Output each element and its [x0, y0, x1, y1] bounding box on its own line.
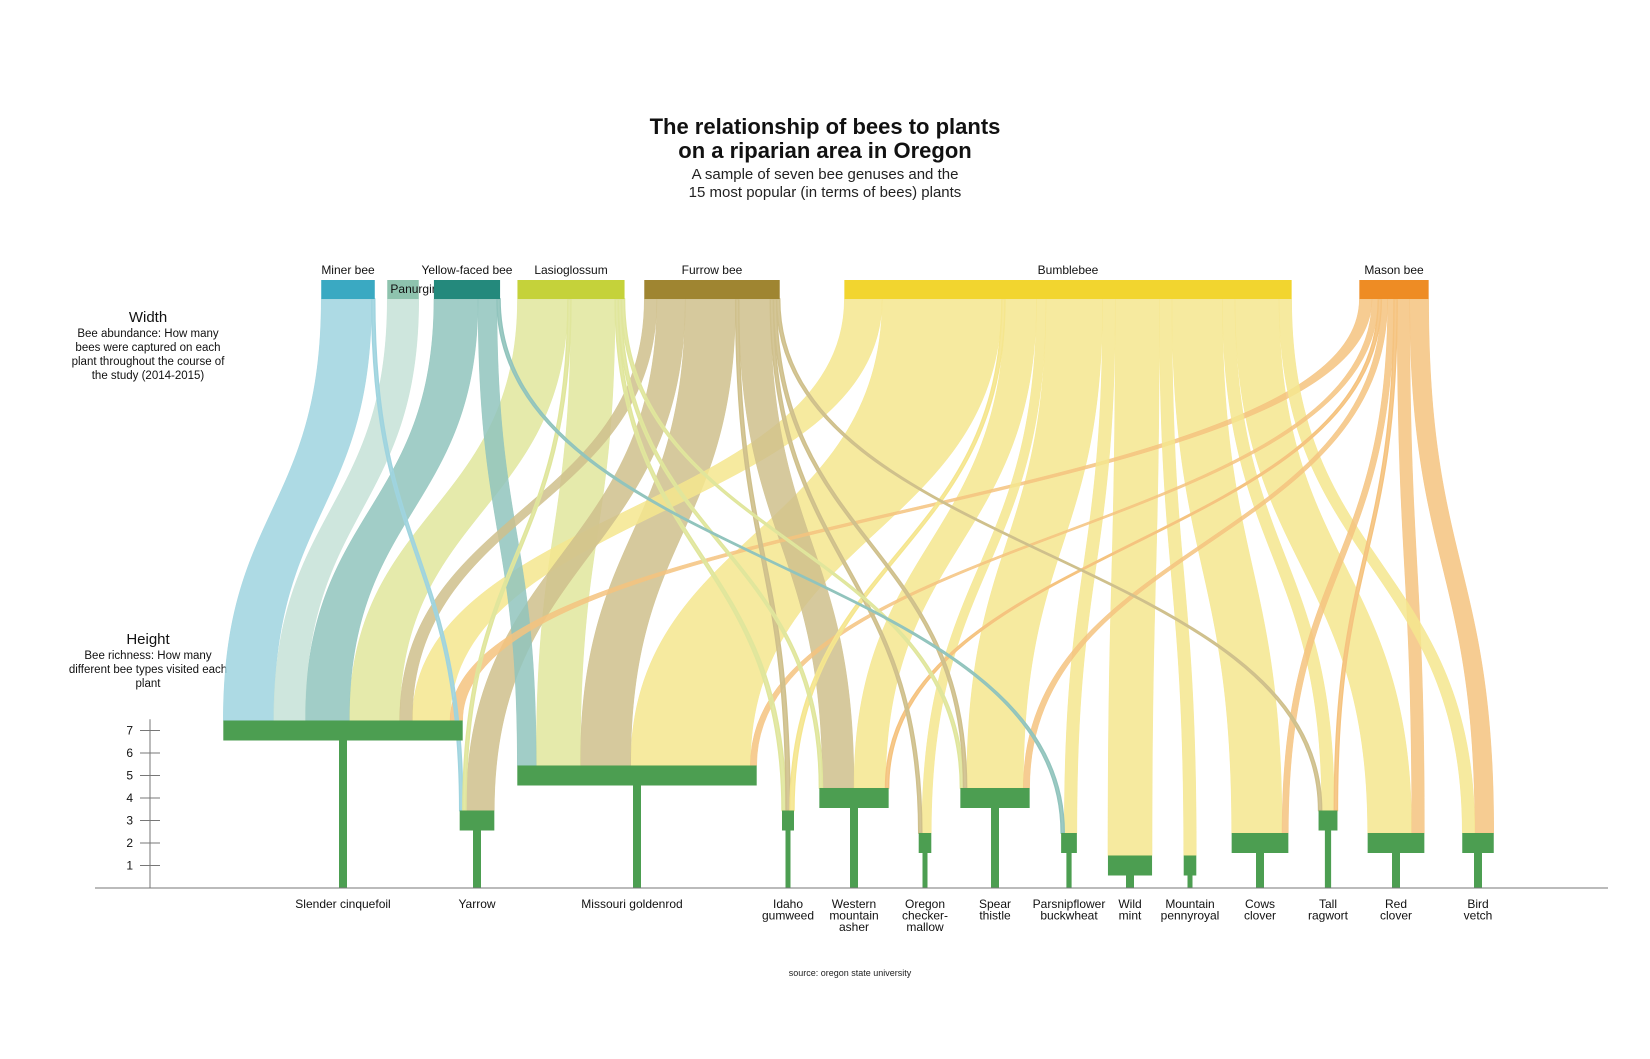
plant-bar-oregon-checker-mallow — [918, 833, 932, 853]
plant-stem-cows-clover — [1256, 853, 1264, 888]
bee-node-mason-bee — [1359, 280, 1429, 299]
chart-subtitle-line-2: 15 most popular (in terms of bees) plant… — [689, 184, 962, 201]
plant-label-yarrow: Yarrow — [458, 897, 495, 911]
plant-label-spear-thistle: Spear thistle — [979, 897, 1011, 923]
width-legend-line-3: plant throughout the course of — [72, 356, 226, 368]
plant-bar-bird-vetch — [1462, 833, 1494, 853]
plant-stem-oregon-checker-mallow — [922, 853, 928, 888]
width-legend-line-1: Bee abundance: How many — [77, 328, 219, 340]
plant-bar-missouri-goldenrod — [517, 765, 757, 786]
plant-stem-spear-thistle — [991, 808, 999, 888]
bee-label-miner-bee: Miner bee — [321, 263, 375, 277]
chart-subtitle-line-1: A sample of seven bee genuses and the — [692, 166, 959, 183]
plant-stem-wild-mint — [1126, 875, 1134, 888]
flow-mason-bee-to-western-mountain-asher — [884, 298, 1383, 789]
height-legend-heading: Height — [126, 631, 170, 648]
bee-node-lasioglossum — [517, 280, 625, 299]
plant-label-bird-vetch: Bird vetch — [1464, 897, 1493, 923]
plant-label-idaho-gumweed: Idaho gumweed — [762, 897, 814, 923]
plant-bar-red-clover — [1367, 833, 1425, 853]
plant-bar-western-mountain-asher — [819, 788, 889, 808]
flow-mason-bee-to-missouri-goldenrod — [750, 298, 1379, 766]
bee-label-lasioglossum: Lasioglossum — [534, 263, 607, 277]
bee-node-miner-bee — [321, 280, 375, 299]
richness-tick-label-6: 6 — [126, 746, 133, 760]
plant-stem-idaho-gumweed — [785, 830, 791, 888]
bee-node-yellow-faced-bee — [433, 280, 501, 299]
richness-axis: 1 2 3 4 5 6 7 — [95, 719, 1608, 889]
bee-label-furrow-bee: Furrow bee — [682, 263, 743, 277]
plant-stem-missouri-goldenrod — [633, 785, 641, 888]
plant-label-parsnipflower-buckwheat: Parsnipflower buckwheat — [1033, 897, 1106, 923]
height-legend-line-3: plant — [136, 678, 162, 690]
flow-layer — [223, 298, 1494, 856]
width-legend-line-4: the study (2014-2015) — [92, 370, 205, 382]
plant-bar-mountain-pennyroyal — [1183, 855, 1197, 876]
richness-tick-label-7: 7 — [126, 724, 133, 738]
width-legend-heading: Width — [129, 309, 167, 326]
chart-title-line-1: The relationship of bees to plants — [650, 114, 1001, 139]
plant-label-tall-ragwort: Tall ragwort — [1308, 897, 1349, 923]
plant-stem-slender-cinquefoil — [339, 740, 347, 888]
plant-label-western-mountain-asher: Western mountain asher — [829, 897, 878, 934]
plant-bar-spear-thistle — [960, 788, 1030, 808]
plant-label-oregon-checker-mallow: Oregon checker-mallow — [902, 897, 948, 934]
plant-label-cows-clover: Cows clover — [1244, 897, 1276, 923]
flow-bumblebee-to-wild-mint — [1107, 298, 1160, 856]
richness-tick-label-1: 1 — [126, 859, 133, 873]
plant-bar-cows-clover — [1231, 833, 1289, 853]
plant-label-wild-mint: Wild mint — [1118, 897, 1142, 923]
bee-node-bumblebee — [844, 280, 1292, 299]
bee-node-furrow-bee — [644, 280, 780, 299]
flow-bumblebee-to-mountain-pennyroyal — [1159, 298, 1197, 856]
plant-bar-slender-cinquefoil — [223, 720, 463, 741]
bee-label-yellow-faced-bee: Yellow-faced bee — [422, 263, 513, 277]
plant-label-missouri-goldenrod: Missouri goldenrod — [581, 897, 682, 911]
plant-bar-yarrow — [459, 810, 495, 831]
plant-bar-wild-mint — [1107, 855, 1153, 876]
plant-stem-bird-vetch — [1474, 853, 1482, 888]
bee-node-panurginus — [387, 280, 419, 299]
plant-label-slender-cinquefoil: Slender cinquefoil — [295, 897, 390, 911]
richness-tick-label-3: 3 — [126, 814, 133, 828]
plant-stem-red-clover — [1392, 853, 1400, 888]
plant-node-layer: Slender cinquefoil Yarrow Missouri goldenr… — [223, 720, 1494, 934]
bee-label-mason-bee: Mason bee — [1364, 263, 1424, 277]
plant-stem-parsnipflower-buckwheat — [1066, 853, 1072, 888]
plant-stem-tall-ragwort — [1324, 830, 1332, 888]
richness-tick-label-2: 2 — [126, 836, 133, 850]
plant-bar-parsnipflower-buckwheat — [1061, 833, 1077, 853]
richness-tick-label-5: 5 — [126, 769, 133, 783]
chart-title-line-2: on a riparian area in Oregon — [678, 138, 971, 163]
plant-label-red-clover: Red clover — [1380, 897, 1412, 923]
plant-stem-mountain-pennyroyal — [1187, 875, 1193, 888]
bee-label-bumblebee: Bumblebee — [1038, 263, 1099, 277]
flow-furrow-bee-to-yarrow — [465, 298, 686, 811]
height-legend-line-1: Bee richness: How many — [84, 650, 211, 662]
richness-tick-label-4: 4 — [126, 791, 133, 805]
plant-bar-idaho-gumweed — [782, 810, 794, 831]
plant-stem-yarrow — [473, 830, 481, 888]
width-legend-line-2: bees were captured on each — [75, 342, 220, 354]
source-note: source: oregon state university — [789, 968, 912, 978]
plant-bar-tall-ragwort — [1318, 810, 1338, 831]
plant-stem-western-mountain-asher — [850, 808, 858, 888]
height-legend-line-2: different bee types visited each — [69, 664, 227, 676]
plant-label-mountain-pennyroyal: Mountain pennyroyal — [1161, 897, 1220, 923]
